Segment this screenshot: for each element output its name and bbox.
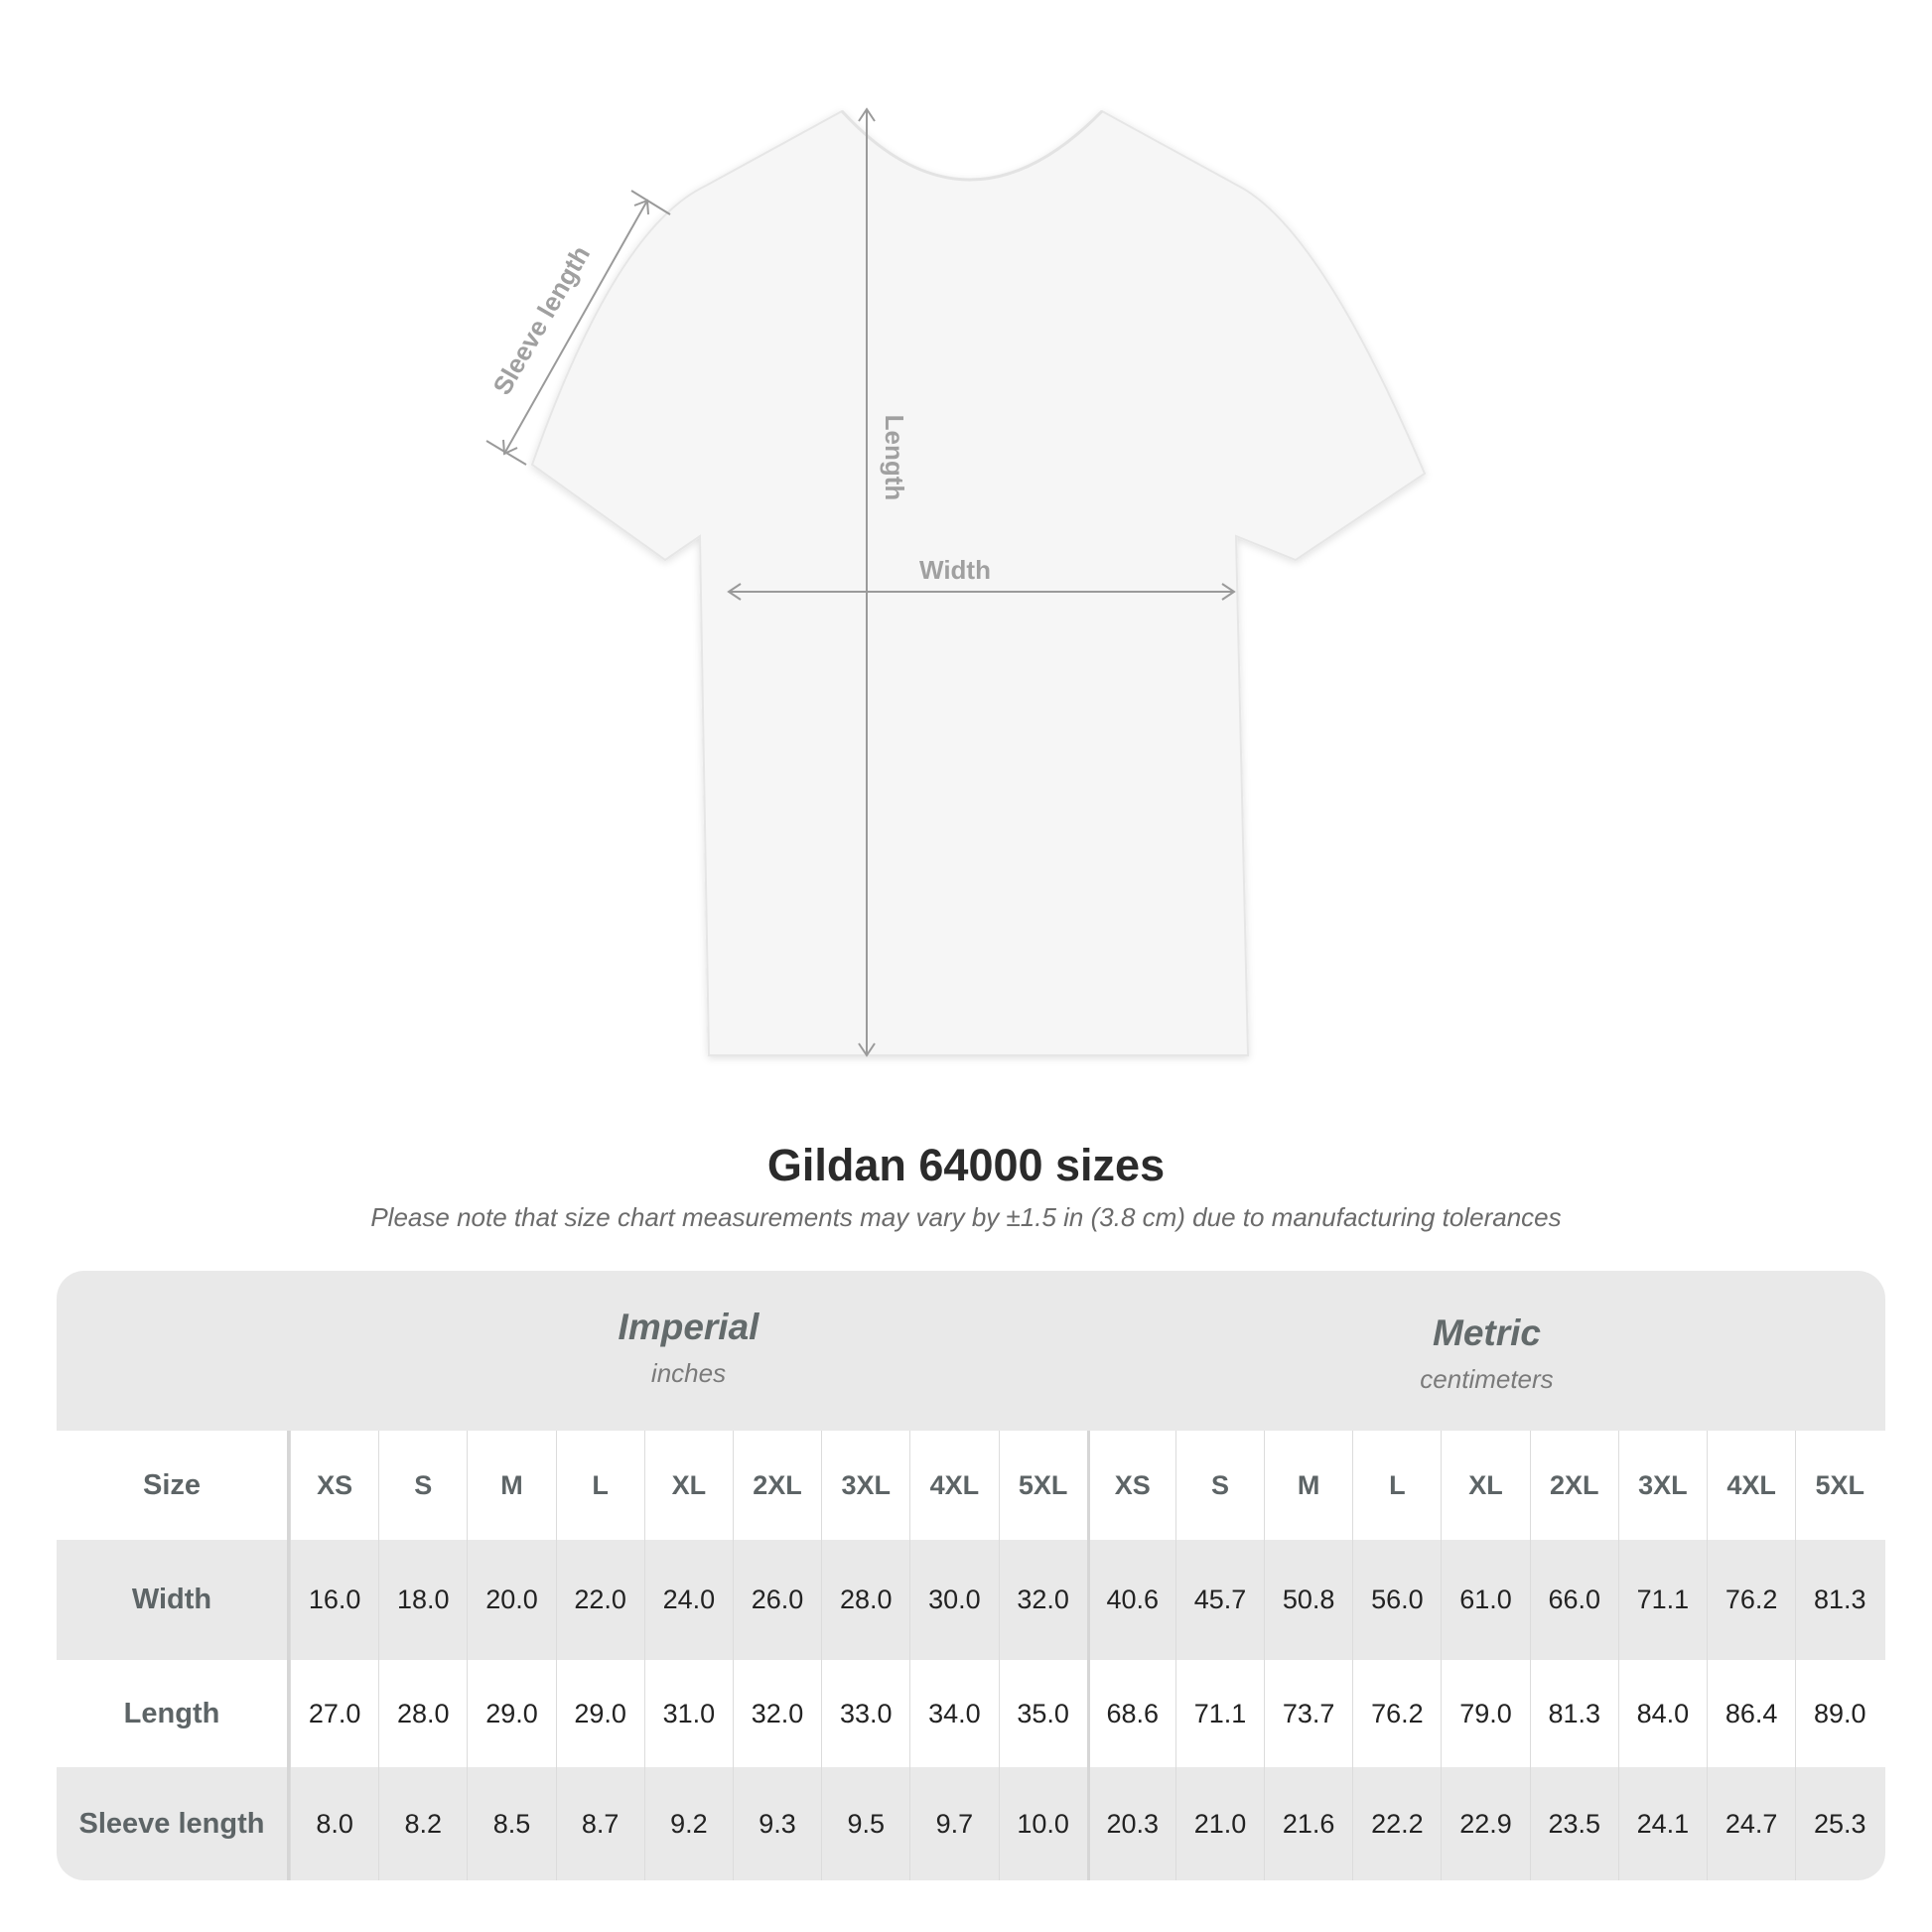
imperial-value: 27.0 [290,1660,378,1767]
metric-header: Metric centimeters [1088,1312,1885,1395]
imperial-value: 32.0 [998,1540,1087,1660]
size-imperial-header: 3XL [821,1431,909,1540]
imperial-value: 18.0 [378,1540,467,1660]
unit-header [57,1271,1885,1431]
imperial-value: 9.3 [732,1767,821,1880]
imperial-value: 8.5 [467,1767,555,1880]
metric-value: 21.0 [1174,1767,1264,1880]
metric-value: 22.2 [1352,1767,1441,1880]
metric-value: 20.3 [1086,1767,1175,1880]
size-label: Size [57,1431,290,1540]
length-label: Length [880,415,909,501]
metric-value: 76.2 [1707,1540,1795,1660]
imperial-value: 8.0 [290,1767,378,1880]
imperial-value: 20.0 [467,1540,555,1660]
metric-value: 66.0 [1529,1540,1618,1660]
size-imperial-header: L [555,1431,644,1540]
imperial-unit: inches [650,1358,727,1388]
metric-value: 25.3 [1795,1767,1883,1880]
metric-value: 89.0 [1795,1660,1883,1767]
width-label: Width [919,555,991,585]
imperial-value: 33.0 [821,1660,909,1767]
metric-value: 81.3 [1529,1660,1618,1767]
metric-value: 81.3 [1795,1540,1883,1660]
imperial-value: 32.0 [732,1660,821,1767]
size-imperial-header: XS [290,1431,378,1540]
imperial-value: 31.0 [643,1660,733,1767]
size-table: Imperial inches Metric centimeters Size X… [57,1271,1885,1880]
metric-value: 21.6 [1264,1767,1352,1880]
metric-value: 71.1 [1617,1540,1707,1660]
imperial-value: 9.7 [909,1767,998,1880]
size-header-row: Size XS S M L XL 2XL 3XL 4XL 5XL XS S M L XL 2XL 3XL 4XL 5… [57,1431,1885,1540]
imperial-value: 9.5 [821,1767,909,1880]
imperial-value: 8.7 [555,1767,644,1880]
metric-value: 61.0 [1441,1540,1529,1660]
size-metric-header: 4XL [1707,1431,1795,1540]
metric-value: 24.7 [1707,1767,1795,1880]
metric-value: 71.1 [1174,1660,1264,1767]
row-label: Sleeve length [57,1767,290,1880]
imperial-value: 26.0 [732,1540,821,1660]
imperial-value: 8.2 [378,1767,467,1880]
metric-value: 50.8 [1264,1540,1352,1660]
size-imperial-header: XL [643,1431,733,1540]
page-title: Gildan 64000 sizes [766,1140,1166,1190]
metric-value: 56.0 [1352,1540,1441,1660]
size-imperial-header: S [378,1431,467,1540]
metric-title: Metric [1433,1312,1541,1353]
tolerance-note: Please note that size chart measurements… [370,1202,1562,1232]
metric-value: 23.5 [1529,1767,1618,1880]
size-metric-header: 2XL [1529,1431,1618,1540]
collar [840,109,1104,182]
imperial-value: 34.0 [909,1660,998,1767]
imperial-value: 24.0 [643,1540,733,1660]
size-metric-header: 3XL [1617,1431,1707,1540]
imperial-header: Imperial inches [290,1307,1087,1389]
metric-value: 40.6 [1086,1540,1175,1660]
table-row: Width 16.0 18.0 20.0 22.0 24.0 26.0 28.0 30.0 32.… [57,1540,1885,1660]
size-imperial-header: M [467,1431,555,1540]
metric-value: 79.0 [1441,1660,1529,1767]
metric-value: 76.2 [1352,1660,1441,1767]
table-row: Length 27.0 28.0 29.0 29.0 31.0 32.0 33.0 34.0 35… [57,1660,1885,1767]
imperial-value: 16.0 [290,1540,378,1660]
size-metric-header: M [1264,1431,1352,1540]
sleeve-arrow [503,200,648,455]
imperial-value: 22.0 [555,1540,644,1660]
metric-value: 45.7 [1174,1540,1264,1660]
size-metric-header: S [1174,1431,1264,1540]
size-metric-header: XL [1441,1431,1529,1540]
size-imperial-header: 4XL [909,1431,998,1540]
imperial-value: 9.2 [643,1767,733,1880]
size-metric-header: 5XL [1795,1431,1883,1540]
imperial-value: 30.0 [909,1540,998,1660]
imperial-value: 10.0 [998,1767,1087,1880]
imperial-value: 28.0 [378,1660,467,1767]
size-imperial-header: 5XL [998,1431,1087,1540]
metric-value: 24.1 [1617,1767,1707,1880]
imperial-value: 28.0 [821,1540,909,1660]
imperial-value: 35.0 [998,1660,1087,1767]
imperial-value: 29.0 [467,1660,555,1767]
metric-value: 86.4 [1707,1660,1795,1767]
metric-value: 22.9 [1441,1767,1529,1880]
metric-value: 68.6 [1086,1660,1175,1767]
row-label: Width [57,1540,290,1660]
table-row: Sleeve length 8.0 8.2 8.5 8.7 9.2 9.3 9.5 9.7 10.… [57,1767,1885,1880]
imperial-title: Imperial [618,1307,759,1347]
size-metric-header: XS [1086,1431,1175,1540]
metric-unit: centimeters [1420,1364,1554,1394]
metric-value: 84.0 [1617,1660,1707,1767]
size-imperial-header: 2XL [732,1431,821,1540]
tshirt-diagram: Sleeve length Length Width [485,107,1427,1057]
row-label: Length [57,1660,290,1767]
metric-value: 73.7 [1264,1660,1352,1767]
size-metric-header: L [1352,1431,1441,1540]
imperial-value: 29.0 [555,1660,644,1767]
